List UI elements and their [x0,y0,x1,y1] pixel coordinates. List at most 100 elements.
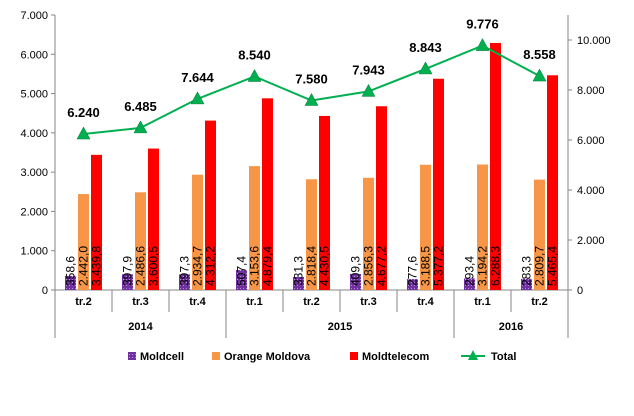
total-data-label: 6.485 [124,99,157,114]
total-data-label: 8.558 [523,47,556,62]
total-data-label: 7.943 [352,62,385,77]
bar-moldtelecom [433,78,444,290]
data-label: 5.377,2 [432,246,446,286]
data-label: 6.288,3 [489,246,503,286]
legend-swatch [212,352,220,360]
legend-swatch [350,352,358,360]
year-group-label: 2015 [328,321,352,333]
bar-orange-moldova [192,174,203,290]
data-label: 507,4 [235,256,249,286]
data-label: 331,3 [292,256,306,286]
left-axis-tick-label: 5.000 [20,89,48,101]
data-label: 2.856,3 [362,246,376,286]
bar-orange-moldova [249,166,260,290]
total-data-label: 8.843 [409,40,442,55]
data-label: 293,4 [463,256,477,286]
data-label: 409,3 [349,256,363,286]
right-axis-tick-label: 2.000 [577,235,605,247]
total-marker [532,68,547,82]
right-axis-tick-label: 0 [577,285,583,297]
data-label: 397,3 [178,256,192,286]
bar-moldcell [65,275,76,290]
left-axis-tick-label: 2.000 [20,206,48,218]
bar-moldcell [407,279,418,290]
total-data-label: 6.240 [67,105,100,120]
data-label: 2.809,7 [533,246,547,286]
total-line [83,44,540,135]
total-marker [247,68,262,82]
data-label: 3.439,8 [90,246,104,286]
year-group-label: 2016 [499,321,523,333]
data-label: 4.879,4 [261,246,275,286]
legend-marker [468,350,478,360]
data-label: 2.818,4 [305,246,319,286]
data-label: 3.194,2 [476,246,490,286]
category-label: tr.1 [474,296,491,308]
category-label: tr.3 [360,296,377,308]
total-data-label: 7.580 [295,72,328,87]
bar-moldcell [521,278,532,290]
bar-orange-moldova [477,164,488,290]
total-marker [76,126,91,140]
left-axis-tick-label: 1.000 [20,246,48,258]
data-label: 4.430,5 [318,246,332,286]
legend-label: Orange Moldova [224,351,311,363]
bar-orange-moldova [135,192,146,290]
total-marker [133,120,148,134]
bar-moldcell [179,274,190,290]
bar-orange-moldova [534,179,545,290]
category-label: tr.4 [189,296,206,308]
year-group-label: 2014 [128,321,153,333]
bar-moldtelecom [262,98,273,290]
bar-moldtelecom [148,148,159,290]
bar-moldtelecom [376,106,387,290]
left-axis-tick-label: 3.000 [20,167,48,179]
data-label: 5.465,4 [546,246,560,286]
data-label: 3.188,5 [419,246,433,286]
bar-moldcell [293,276,304,290]
legend-swatch [128,352,136,360]
category-label: tr.2 [531,296,548,308]
data-label: 397,9 [121,256,135,286]
bar-moldtelecom [91,154,102,290]
bar-orange-moldova [78,194,89,290]
bar-moldtelecom [490,42,501,291]
data-label: 4.677,2 [375,246,389,286]
legend-label: Total [491,351,516,363]
total-marker [304,92,319,106]
bar-moldcell [236,270,247,290]
category-label: tr.3 [132,296,149,308]
right-axis-tick-label: 6.000 [577,135,605,147]
total-marker [418,61,433,75]
category-label: tr.2 [303,296,320,308]
legend-label: Moldtelecom [362,351,429,363]
data-label: 3.600,5 [147,246,161,286]
total-marker [190,91,205,105]
data-label: 277,6 [406,256,420,286]
bar-moldcell [122,274,133,290]
category-label: tr.2 [75,296,92,308]
bar-moldtelecom [547,75,558,290]
right-axis-tick-label: 8.000 [577,85,605,97]
data-label: 358,6 [64,256,78,286]
data-label: 3.153,6 [248,246,262,286]
data-label: 4.312,2 [204,246,218,286]
total-marker [475,38,490,51]
right-axis-tick-label: 10.000 [577,35,611,47]
legend-label: Moldcell [140,351,184,363]
bar-orange-moldova [363,177,374,290]
total-data-label: 8.540 [238,48,271,63]
left-axis-tick-label: 7.000 [20,10,48,22]
total-marker [361,83,376,97]
data-label: 2.486,6 [134,246,148,286]
bar-orange-moldova [306,179,317,290]
total-data-label: 9.776 [466,17,499,32]
category-label: tr.4 [417,296,434,308]
bar-moldtelecom [205,120,216,291]
left-axis-tick-label: 6.000 [20,49,48,61]
category-label: tr.1 [246,296,263,308]
bar-moldtelecom [319,115,330,290]
bar-moldcell [350,273,361,290]
